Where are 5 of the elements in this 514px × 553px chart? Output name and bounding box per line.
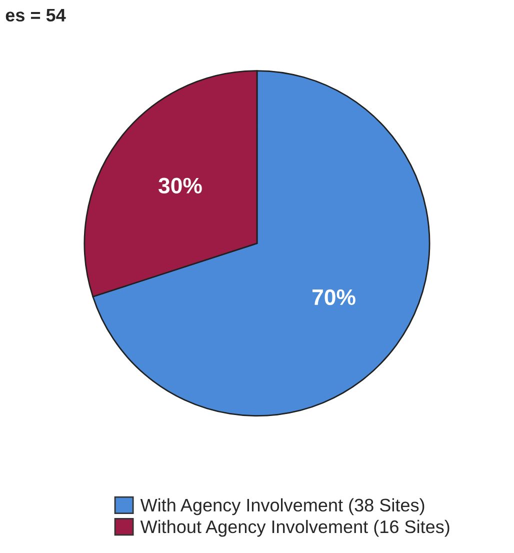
data-label: 30% (158, 178, 202, 194)
data-label: 70% (312, 289, 356, 306)
legend-label: With Agency Involvement (38 Sites) (140, 498, 424, 516)
chart-title: es = 54 (6, 8, 66, 22)
legend-label: Without Agency Involvement (16 Sites) (140, 520, 450, 537)
